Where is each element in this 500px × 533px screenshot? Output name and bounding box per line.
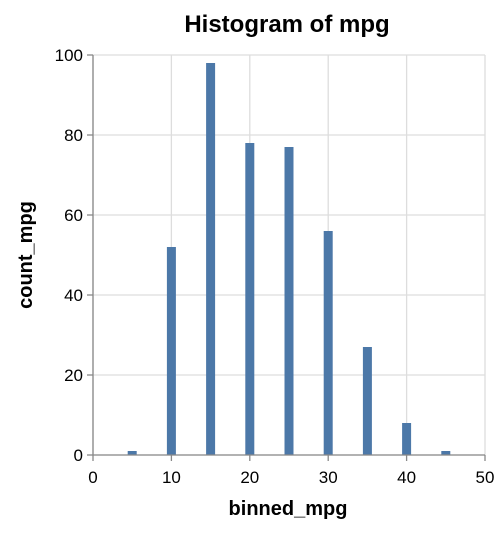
y-tick-label: 80 (64, 126, 83, 145)
y-tick-label: 40 (64, 286, 83, 305)
x-tick-label: 50 (476, 468, 495, 487)
histogram-bar (166, 247, 176, 455)
y-tick-label: 60 (64, 206, 83, 225)
x-axis-title: binned_mpg (229, 498, 348, 520)
x-tick-label: 0 (88, 468, 97, 487)
chart-title: Histogram of mpg (184, 11, 389, 38)
histogram-bar (402, 423, 412, 455)
histogram-bar (362, 347, 372, 455)
x-tick-label: 30 (319, 468, 338, 487)
y-tick-label: 20 (64, 366, 83, 385)
histogram-bar (127, 451, 137, 455)
histogram-bar (245, 143, 255, 455)
x-tick-label: 20 (240, 468, 259, 487)
histogram-bar (323, 231, 333, 455)
y-tick-label: 100 (55, 46, 83, 65)
histogram-bar (441, 451, 451, 455)
x-tick-label: 40 (397, 468, 416, 487)
histogram-bar (284, 147, 294, 455)
bars-layer (127, 63, 451, 455)
y-tick-label: 0 (74, 446, 83, 465)
axes-layer: 0 10 20 30 40 50 0 20 40 60 80 100 (55, 46, 495, 487)
y-axis-title: count_mpg (15, 201, 37, 309)
histogram-bar (206, 63, 216, 455)
x-tick-label: 10 (162, 468, 181, 487)
